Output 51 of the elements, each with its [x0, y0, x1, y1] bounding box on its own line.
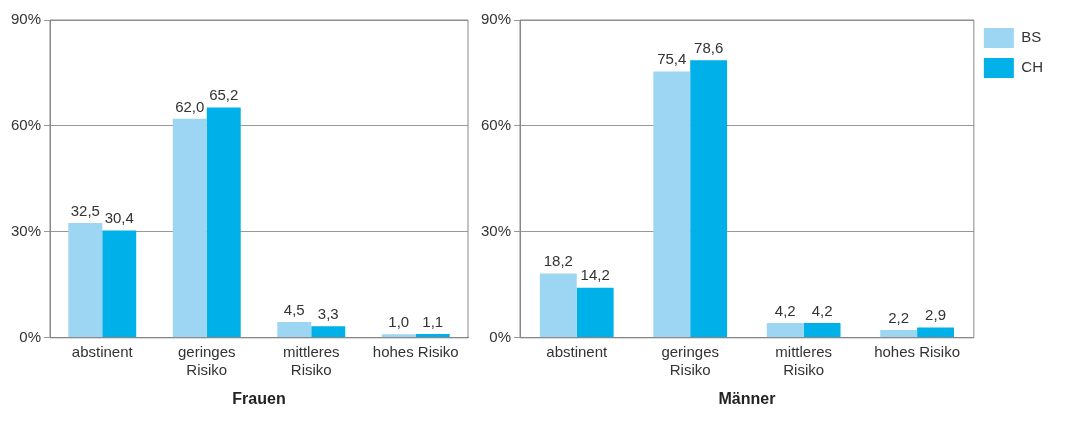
x-tick-label: mittleres Risiko — [282, 342, 340, 378]
bar — [206, 107, 241, 338]
x-axis-title: Frauen — [232, 389, 286, 407]
bar — [172, 118, 207, 338]
data-label: 62,0 — [175, 97, 205, 115]
x-axis-title: Männer — [718, 389, 776, 407]
bar — [917, 327, 954, 338]
data-label: 18,2 — [543, 252, 573, 270]
legend-label: CH — [1021, 58, 1044, 76]
data-label: 78,6 — [694, 38, 724, 56]
bar — [311, 326, 346, 338]
x-tick-label: abstinent — [71, 342, 134, 360]
data-label: 4,2 — [811, 301, 833, 319]
data-label: 2,9 — [925, 306, 946, 324]
y-tick-label: 30% — [10, 222, 42, 240]
data-label: 30,4 — [104, 209, 134, 227]
bar — [381, 334, 416, 338]
legend-label: BS — [1021, 28, 1042, 46]
y-tick-label: 90% — [480, 10, 512, 28]
bar — [68, 223, 103, 338]
x-tick-label: geringes Risiko — [177, 342, 236, 378]
y-tick-label: 30% — [480, 222, 512, 240]
y-tick-label: 0% — [489, 327, 512, 345]
data-label: 32,5 — [70, 201, 100, 219]
data-label: 4,5 — [283, 300, 305, 318]
bar — [653, 71, 691, 338]
bar — [277, 321, 312, 338]
data-label: 14,2 — [580, 266, 610, 284]
y-tick-label: 0% — [19, 327, 42, 345]
y-tick-label: 90% — [10, 10, 42, 28]
x-tick-label: geringes Risiko — [661, 342, 719, 378]
bar — [576, 287, 614, 338]
data-label: 4,2 — [774, 301, 796, 319]
data-label: 2,2 — [888, 308, 910, 326]
data-label: 1,0 — [388, 312, 410, 330]
bar — [766, 322, 804, 338]
y-tick-label: 60% — [10, 116, 42, 134]
data-label: 3,3 — [317, 304, 339, 322]
bar — [690, 60, 728, 338]
bar — [880, 330, 918, 338]
x-tick-label: hohes Risiko — [372, 342, 459, 360]
y-tick-label: 60% — [480, 116, 512, 134]
bar — [102, 230, 137, 338]
x-tick-label: mittleres Risiko — [775, 342, 832, 378]
data-label: 65,2 — [209, 86, 239, 104]
x-tick-label: abstinent — [546, 342, 609, 360]
data-label: 75,4 — [657, 50, 687, 68]
bar — [539, 273, 577, 338]
bar — [803, 322, 841, 338]
x-tick-label: hohes Risiko — [874, 342, 961, 360]
data-label: 1,1 — [422, 312, 444, 330]
